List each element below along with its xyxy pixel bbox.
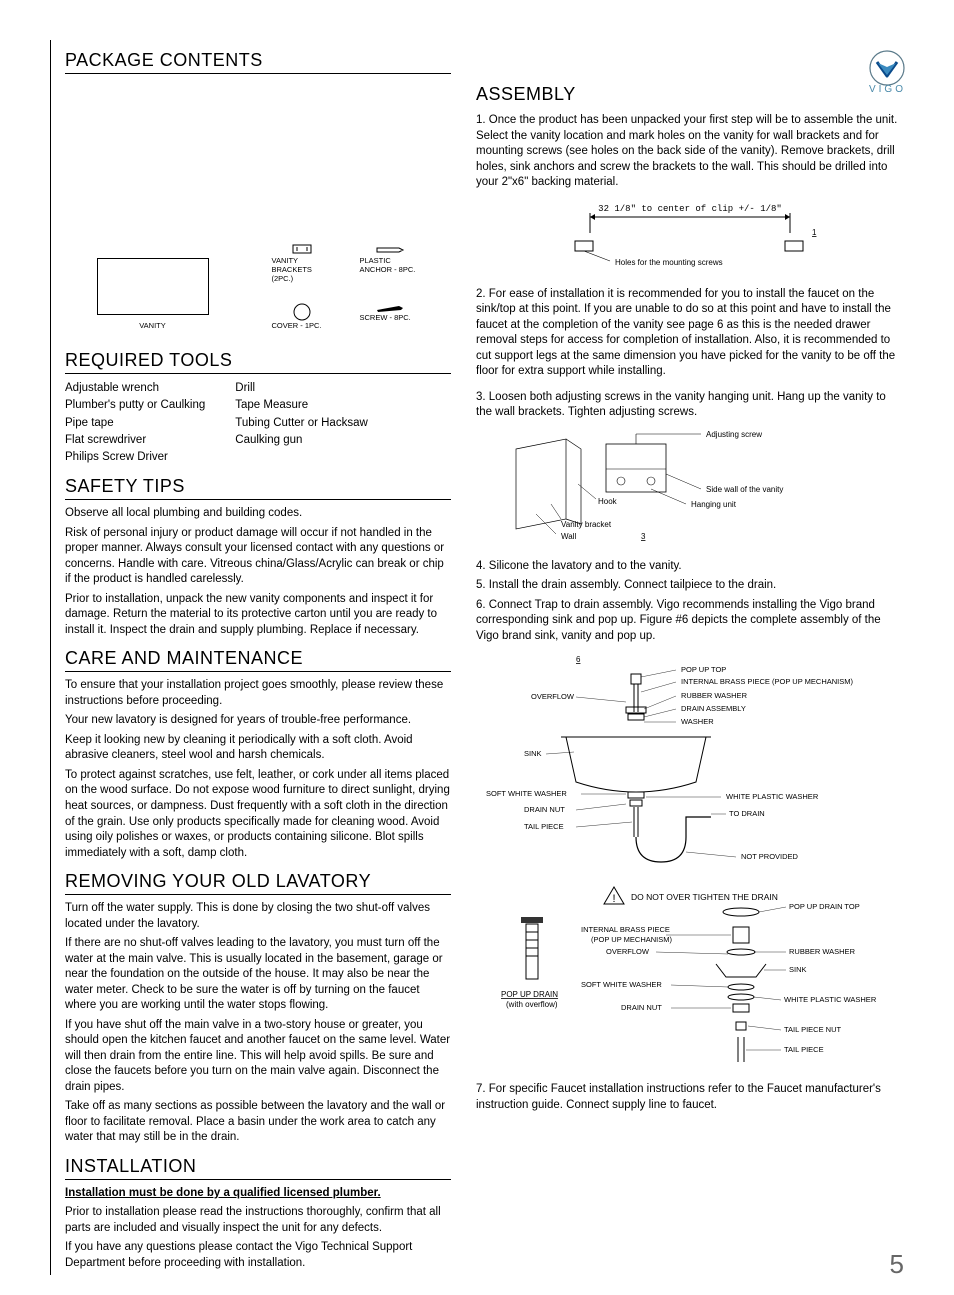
assembly-step5: 5. Install the drain assembly. Connect t… xyxy=(476,578,904,594)
heading-installation: INSTALLATION xyxy=(65,1156,451,1180)
pkg-label-screw: SCREW - 8PC. xyxy=(360,313,420,322)
svg-text:32 1/8" to center of clip +/-: 32 1/8" to center of clip +/- 1/8" xyxy=(598,204,782,214)
left-column: PACKAGE CONTENTS VANITY VANITY BRACKETS … xyxy=(50,40,451,1275)
svg-text:Side wall of the vanity: Side wall of the vanity xyxy=(706,485,783,494)
pkg-label-vanity: VANITY xyxy=(97,321,209,330)
figure-6: 6 POP UP TOP INTERNAL BRASS PIECE (POP U… xyxy=(476,652,904,1074)
svg-text:TAIL PIECE NUT: TAIL PIECE NUT xyxy=(784,1025,842,1034)
assembly-step2: 2. For ease of installation it is recomm… xyxy=(476,287,904,380)
svg-text:DRAIN NUT: DRAIN NUT xyxy=(524,805,565,814)
assembly-step3: 3. Loosen both adjusting screws in the v… xyxy=(476,390,904,421)
assembly-step1: 1. Once the product has been unpacked yo… xyxy=(476,113,904,191)
heading-safety: SAFETY TIPS xyxy=(65,476,451,500)
page-number: 5 xyxy=(890,1249,904,1280)
svg-text:(POP UP MECHANISM): (POP UP MECHANISM) xyxy=(591,935,672,944)
svg-text:POP UP DRAIN: POP UP DRAIN xyxy=(501,990,558,999)
heading-removing: REMOVING YOUR OLD LAVATORY xyxy=(65,871,451,895)
svg-text:NOT PROVIDED: NOT PROVIDED xyxy=(741,852,799,861)
pkg-label-brackets: VANITY BRACKETS (2PC.) xyxy=(272,256,332,283)
heading-care: CARE AND MAINTENANCE xyxy=(65,648,451,672)
heading-package-contents: PACKAGE CONTENTS xyxy=(65,50,451,74)
svg-text:Wall: Wall xyxy=(561,532,576,541)
svg-text:OVERFLOW: OVERFLOW xyxy=(531,692,575,701)
svg-text:DRAIN NUT: DRAIN NUT xyxy=(621,1003,662,1012)
svg-text:TAIL PIECE: TAIL PIECE xyxy=(784,1045,824,1054)
svg-text:INTERNAL BRASS PIECE: INTERNAL BRASS PIECE xyxy=(581,925,670,934)
assembly-step6: 6. Connect Trap to drain assembly. Vigo … xyxy=(476,598,904,645)
svg-text:Hanging unit: Hanging unit xyxy=(691,500,737,509)
svg-text:3: 3 xyxy=(641,532,646,541)
pkg-label-cover: COVER - 1PC. xyxy=(272,321,332,330)
pkg-label-anchor: PLASTIC ANCHOR - 8PC. xyxy=(360,256,420,274)
care-text: To ensure that your installation project… xyxy=(51,678,451,861)
svg-text:(with overflow): (with overflow) xyxy=(506,1000,558,1009)
svg-text:DRAIN ASSEMBLY: DRAIN ASSEMBLY xyxy=(681,704,746,713)
installation-text: Installation must be done by a qualified… xyxy=(51,1186,451,1272)
page: VIGO PACKAGE CONTENTS VANITY VANITY BRAC… xyxy=(0,0,954,1295)
svg-text:Vanity bracket: Vanity bracket xyxy=(561,520,612,529)
figure-3: Adjusting screw Side wall of the vanity … xyxy=(476,429,904,551)
svg-text:INTERNAL BRASS PIECE (POP UP M: INTERNAL BRASS PIECE (POP UP MECHANISM) xyxy=(681,677,853,686)
tools-list: Adjustable wrench Plumber's putty or Cau… xyxy=(65,380,451,466)
svg-text:POP UP DRAIN TOP: POP UP DRAIN TOP xyxy=(789,902,860,911)
brand-text: VIGO xyxy=(869,84,906,95)
svg-text:Adjusting screw: Adjusting screw xyxy=(706,430,762,439)
svg-text:TO DRAIN: TO DRAIN xyxy=(729,809,765,818)
svg-text:DO NOT OVER TIGHTEN THE DRAIN: DO NOT OVER TIGHTEN THE DRAIN xyxy=(631,892,778,902)
svg-text:SINK: SINK xyxy=(789,965,807,974)
brand-logo: VIGO xyxy=(869,50,906,95)
svg-text:RUBBER WASHER: RUBBER WASHER xyxy=(681,691,748,700)
heading-required-tools: REQUIRED TOOLS xyxy=(65,350,451,374)
removing-text: Turn off the water supply. This is done … xyxy=(51,901,451,1146)
svg-text:6: 6 xyxy=(576,655,581,664)
assembly-step4: 4. Silicone the lavatory and to the vani… xyxy=(476,559,904,575)
svg-text:SOFT WHITE WASHER: SOFT WHITE WASHER xyxy=(486,789,567,798)
safety-text: Observe all local plumbing and building … xyxy=(51,506,451,638)
svg-text:Holes for the mounting screws: Holes for the mounting screws xyxy=(615,258,723,267)
svg-text:SINK: SINK xyxy=(524,749,542,758)
svg-text:WASHER: WASHER xyxy=(681,717,714,726)
svg-text:1: 1 xyxy=(812,228,817,237)
svg-text:Hook: Hook xyxy=(598,497,618,506)
assembly-step7: 7. For specific Faucet installation inst… xyxy=(476,1082,904,1113)
svg-text:TAIL PIECE: TAIL PIECE xyxy=(524,822,564,831)
svg-text:SOFT WHITE WASHER: SOFT WHITE WASHER xyxy=(581,980,662,989)
right-column: ASSEMBLY 1. Once the product has been un… xyxy=(476,40,904,1275)
heading-assembly: ASSEMBLY xyxy=(476,84,904,107)
figure-1: 32 1/8" to center of clip +/- 1/8" 1 Hol… xyxy=(476,199,904,279)
svg-text:!: ! xyxy=(612,893,615,905)
svg-text:WHITE PLASTIC WASHER: WHITE PLASTIC WASHER xyxy=(726,792,819,801)
svg-text:WHITE PLASTIC WASHER: WHITE PLASTIC WASHER xyxy=(784,995,877,1004)
package-contents-diagram: VANITY VANITY BRACKETS (2PC.) PLASTIC AN… xyxy=(65,80,451,340)
svg-text:POP UP TOP: POP UP TOP xyxy=(681,665,726,674)
installation-notice: Installation must be done by a qualified… xyxy=(65,1186,451,1202)
svg-text:OVERFLOW: OVERFLOW xyxy=(606,947,650,956)
svg-text:RUBBER WASHER: RUBBER WASHER xyxy=(789,947,856,956)
